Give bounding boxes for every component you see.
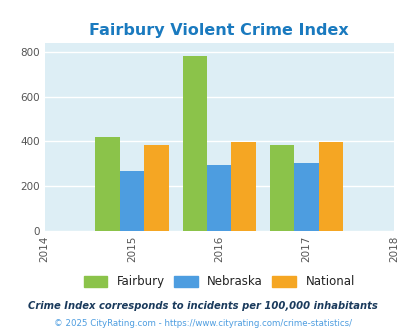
Bar xyxy=(231,142,255,231)
Bar xyxy=(269,145,294,231)
Bar xyxy=(95,137,119,231)
Bar xyxy=(119,171,144,231)
Bar xyxy=(182,56,207,231)
Bar xyxy=(318,142,342,231)
Text: Crime Index corresponds to incidents per 100,000 inhabitants: Crime Index corresponds to incidents per… xyxy=(28,301,377,311)
Title: Fairbury Violent Crime Index: Fairbury Violent Crime Index xyxy=(89,22,348,38)
Bar xyxy=(144,145,168,231)
Text: © 2025 CityRating.com - https://www.cityrating.com/crime-statistics/: © 2025 CityRating.com - https://www.city… xyxy=(54,319,351,328)
Bar xyxy=(294,163,318,231)
Legend: Fairbury, Nebraska, National: Fairbury, Nebraska, National xyxy=(79,271,359,293)
Bar xyxy=(207,165,231,231)
